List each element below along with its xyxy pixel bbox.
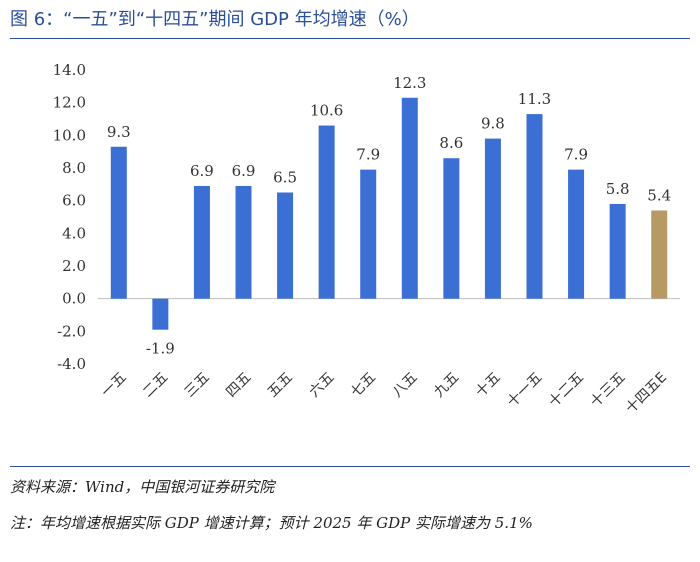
x-tick-label: 十四五E [623,370,670,417]
bar [401,97,418,299]
data-label: -1.9 [146,340,175,358]
data-label: 5.8 [606,180,630,198]
data-label: 6.9 [232,162,256,180]
data-label: 5.4 [647,186,671,204]
x-tick-label: 十三五 [587,370,628,411]
bar [568,169,585,299]
y-tick-label: -4.0 [57,355,86,373]
bar [360,169,377,299]
y-tick-label: 2.0 [62,257,86,275]
bar [318,125,335,299]
data-label: 6.5 [273,169,297,187]
x-tick-label: 十一五 [504,370,545,411]
bar [152,298,169,330]
y-tick-label: 12.0 [53,94,86,112]
bar [235,185,252,299]
x-tick-label: 九五 [431,370,462,401]
x-tick-label: 一五 [99,370,130,401]
footer-divider [10,466,690,467]
x-tick-label: 四五 [223,370,254,401]
y-tick-label: 4.0 [62,224,86,242]
footnote: 注：年均增速根据实际 GDP 增速计算；预计 2025 年 GDP 实际增速为 … [10,514,533,532]
bar [484,138,501,299]
y-tick-label: 10.0 [53,126,86,144]
x-tick-label: 十五 [473,370,504,401]
bar [651,210,668,299]
x-tick-label: 七五 [348,370,379,401]
gdp-growth-bar-chart: -4.0 -2.0 0.0 2.0 4.0 6.0 8.0 10.0 12.0 14.0 9.3 一五… [53,61,680,417]
y-tick-label: 14.0 [53,61,86,79]
bar [277,192,294,299]
data-label: 10.6 [310,102,343,120]
x-tick-label: 六五 [306,370,337,401]
x-tick-label: 十二五 [546,370,587,411]
data-label: 7.9 [356,146,380,164]
page-title: 图 6：“一五”到“十四五”期间 GDP 年均增速（%） [10,9,420,30]
y-tick-label: -2.0 [57,322,86,340]
title-divider [10,38,690,39]
data-label: 6.9 [190,162,214,180]
y-tick-label: 6.0 [62,192,86,210]
bar [526,114,543,299]
data-label: 7.9 [564,146,588,164]
x-tick-label: 八五 [390,370,421,401]
bar [443,158,460,299]
bar [193,185,210,299]
source-note: 资料来源：Wind，中国银河证券研究院 [10,478,275,496]
y-tick-label: 0.0 [62,290,86,308]
x-tick-label: 二五 [140,370,171,401]
data-label: 11.3 [518,90,551,108]
data-label: 9.8 [481,115,505,133]
x-tick-label: 三五 [182,370,213,401]
y-tick-label: 8.0 [62,159,86,177]
data-label: 12.3 [393,74,426,92]
x-tick-label: 五五 [265,370,296,401]
bar [110,146,127,299]
data-label: 8.6 [439,134,463,152]
data-label: 9.3 [107,123,131,141]
bar [609,203,626,299]
